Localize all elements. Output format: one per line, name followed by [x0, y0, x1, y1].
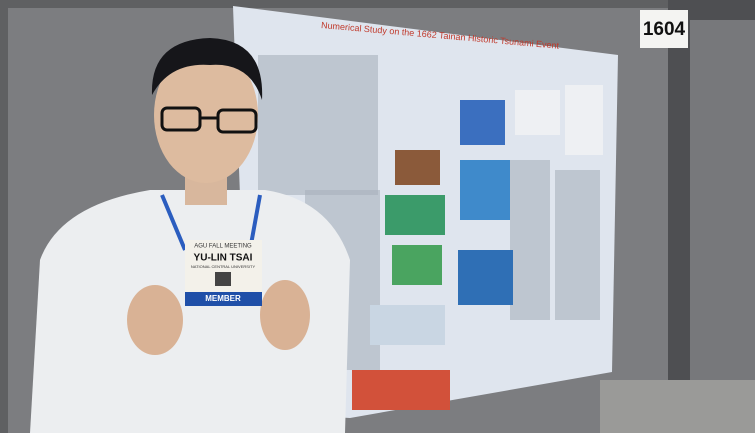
number-card [640, 10, 688, 48]
next-board [690, 20, 755, 380]
board-number: 1604 [643, 19, 686, 40]
qr-code [215, 272, 231, 286]
left-hand [127, 285, 183, 355]
floor [600, 380, 755, 433]
poster-figures [352, 85, 603, 410]
badge-name: YU-LIN TSAI [194, 253, 253, 264]
hair [151, 38, 263, 100]
badge-affiliation: NATIONAL CENTRAL UNIVERSITY [191, 264, 256, 269]
shirt [30, 190, 350, 433]
glasses [160, 106, 258, 134]
badge-type: MEMBER [205, 294, 241, 303]
badge-band [185, 292, 262, 306]
badge-event: AGU FALL MEETING [194, 244, 252, 250]
right-hand [260, 280, 310, 350]
face [154, 47, 258, 183]
